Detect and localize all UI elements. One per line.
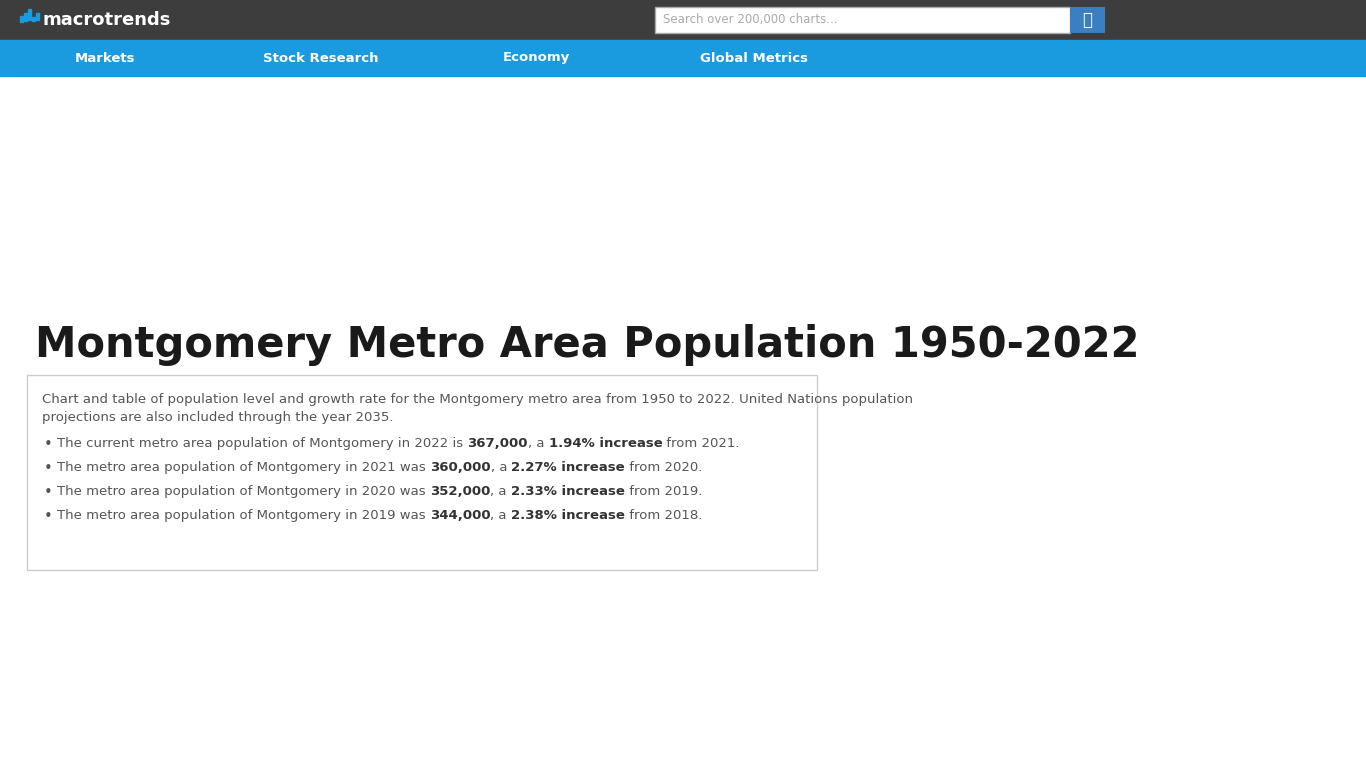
Text: Chart and table of population level and growth rate for the Montgomery metro are: Chart and table of population level and … [42, 393, 912, 406]
Bar [27, 9, 31, 20]
Text: , a: , a [490, 461, 511, 474]
Bar [31, 16, 36, 22]
Text: from 2018.: from 2018. [626, 509, 702, 522]
Text: macrotrends: macrotrends [42, 11, 171, 29]
Text: from 2019.: from 2019. [624, 485, 702, 498]
Bar [0, 0, 1366, 40]
Bar [27, 375, 817, 570]
Text: Montgomery Metro Area Population 1950-2022: Montgomery Metro Area Population 1950-20… [36, 324, 1139, 366]
Text: ⌕: ⌕ [1082, 11, 1093, 29]
Text: 2.27% increase: 2.27% increase [511, 461, 626, 474]
Bar [20, 16, 23, 22]
Text: Stock Research: Stock Research [264, 51, 378, 65]
Text: The metro area population of Montgomery in 2020 was: The metro area population of Montgomery … [57, 485, 430, 498]
Text: •: • [44, 461, 53, 476]
Text: , a: , a [490, 509, 511, 522]
Text: 352,000: 352,000 [430, 485, 490, 498]
Text: 344,000: 344,000 [430, 509, 490, 522]
Text: The metro area population of Montgomery in 2019 was: The metro area population of Montgomery … [57, 509, 430, 522]
Text: , a: , a [527, 437, 549, 450]
Text: The metro area population of Montgomery in 2021 was: The metro area population of Montgomery … [57, 461, 430, 474]
Text: from 2020.: from 2020. [626, 461, 702, 474]
Text: 2.33% increase: 2.33% increase [511, 485, 624, 498]
Text: Search over 200,000 charts...: Search over 200,000 charts... [663, 14, 837, 27]
Text: The current metro area population of Montgomery in 2022 is: The current metro area population of Mon… [57, 437, 467, 450]
Text: 360,000: 360,000 [430, 461, 490, 474]
Text: projections are also included through the year 2035.: projections are also included through th… [42, 411, 393, 424]
Text: Economy: Economy [503, 51, 571, 65]
Bar [25, 12, 27, 21]
Text: •: • [44, 485, 53, 500]
Text: Global Metrics: Global Metrics [699, 51, 809, 65]
Text: Markets: Markets [75, 51, 135, 65]
Bar [36, 13, 40, 20]
Text: , a: , a [490, 485, 511, 498]
Text: 1.94% increase: 1.94% increase [549, 437, 663, 450]
Bar [1070, 7, 1105, 33]
Text: from 2021.: from 2021. [663, 437, 740, 450]
Bar [0, 40, 1366, 76]
Text: 2.38% increase: 2.38% increase [511, 509, 626, 522]
Bar [656, 7, 1070, 33]
Text: •: • [44, 437, 53, 452]
Text: 367,000: 367,000 [467, 437, 527, 450]
Text: •: • [44, 509, 53, 524]
